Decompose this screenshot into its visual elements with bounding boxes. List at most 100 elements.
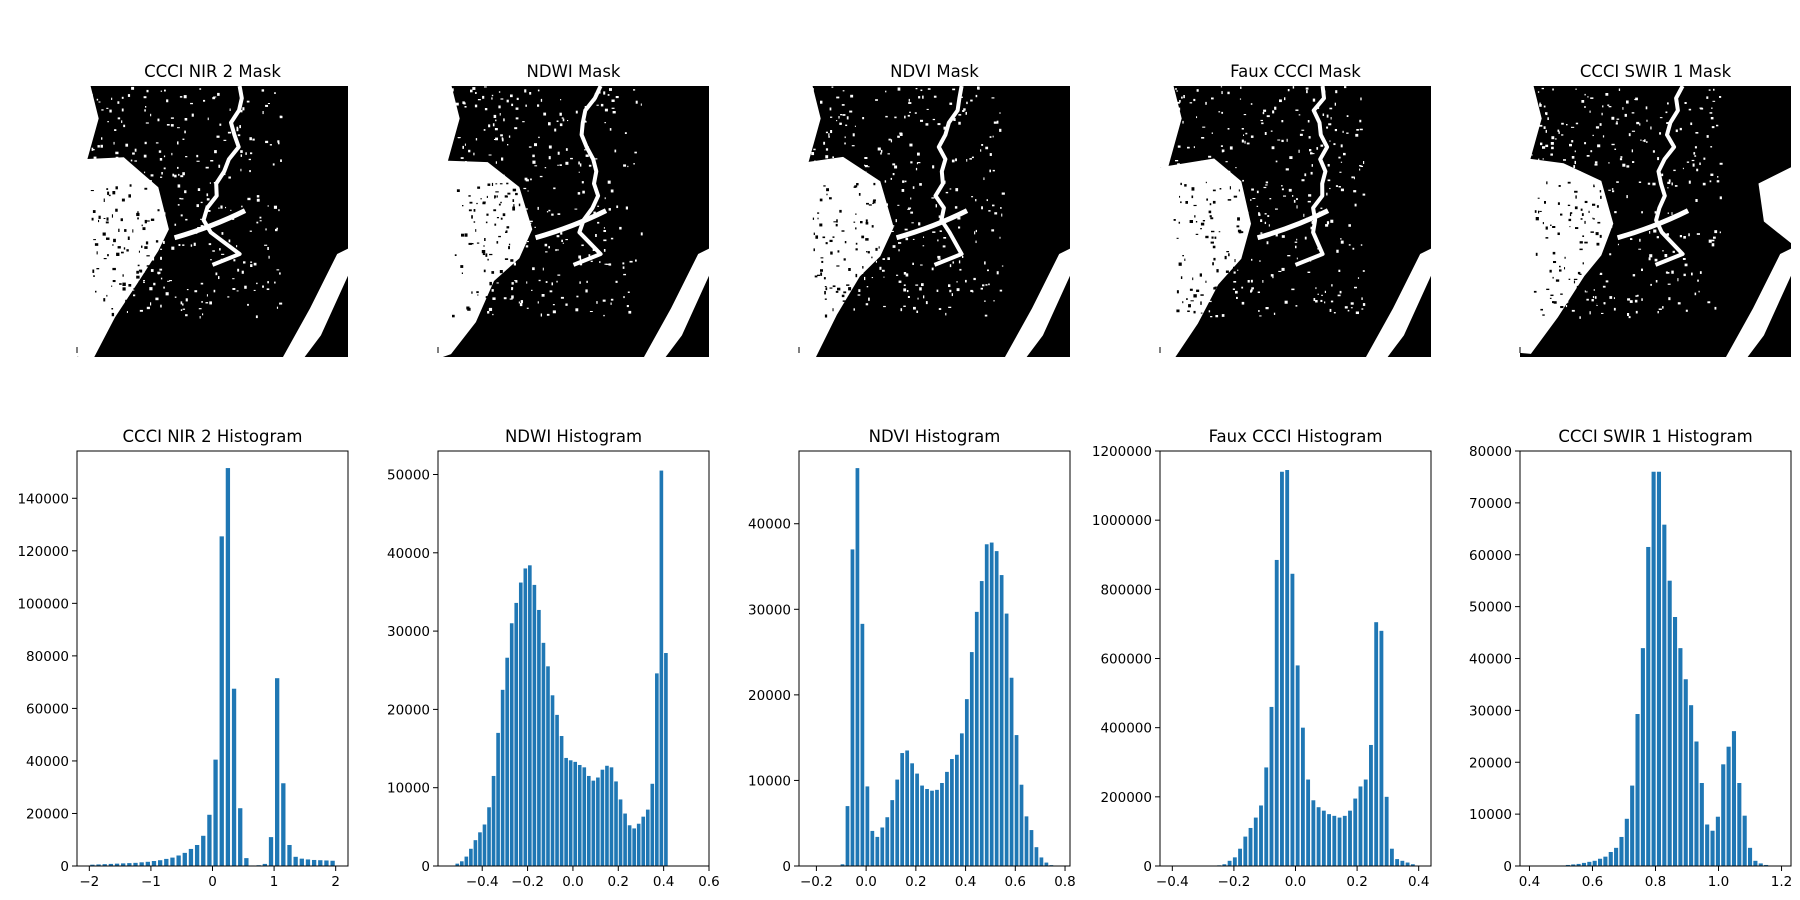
mask-speckle bbox=[988, 210, 991, 212]
mask-speckle bbox=[865, 303, 869, 306]
mask-speckle bbox=[1265, 184, 1268, 186]
histogram-bar bbox=[1747, 847, 1753, 866]
y-tick-label: 0 bbox=[421, 859, 430, 875]
panel-title: Faux CCCI Histogram bbox=[1209, 427, 1383, 446]
mask-speckle bbox=[1634, 98, 1638, 101]
mask-speckle bbox=[894, 116, 897, 119]
mask-speckle bbox=[1699, 162, 1701, 166]
mask-speckle bbox=[247, 303, 249, 306]
mask-speckle bbox=[131, 222, 134, 224]
mask-speckle bbox=[1237, 269, 1239, 271]
mask-speckle bbox=[207, 210, 211, 212]
mask-speckle bbox=[126, 194, 129, 196]
mask-speckle bbox=[493, 114, 497, 118]
mask-speckle bbox=[1295, 305, 1298, 307]
mask-speckle bbox=[438, 104, 441, 107]
mask-speckle bbox=[237, 268, 240, 272]
mask-speckle bbox=[1582, 262, 1584, 265]
mask-speckle bbox=[925, 301, 928, 305]
mask-speckle bbox=[1545, 144, 1549, 148]
mask-speckle bbox=[142, 243, 146, 246]
mask-speckle bbox=[1177, 253, 1180, 256]
mask-speckle bbox=[1533, 290, 1537, 293]
mask-speckle bbox=[579, 258, 582, 261]
mask-speckle bbox=[866, 286, 869, 288]
mask-speckle bbox=[1520, 138, 1523, 140]
mask-speckle bbox=[1635, 295, 1638, 297]
mask-speckle bbox=[1683, 236, 1686, 239]
mask-speckle bbox=[191, 113, 194, 117]
mask-speckle bbox=[855, 206, 858, 209]
mask-speckle bbox=[1000, 207, 1002, 209]
histogram-bar bbox=[90, 864, 95, 866]
y-tick-label: 20000 bbox=[1469, 755, 1512, 771]
mask-speckle bbox=[494, 223, 497, 226]
mask-speckle bbox=[1653, 229, 1657, 233]
mask-speckle bbox=[1528, 204, 1531, 208]
mask-speckle bbox=[115, 186, 118, 190]
mask-speckle bbox=[869, 230, 871, 232]
panel-title: NDWI Histogram bbox=[505, 427, 642, 446]
mask-speckle bbox=[519, 303, 523, 307]
mask-speckle bbox=[482, 202, 486, 205]
mask-speckle bbox=[207, 117, 209, 121]
mask-speckle bbox=[937, 123, 941, 126]
mask-speckle bbox=[104, 259, 108, 263]
mask-speckle bbox=[1572, 284, 1576, 286]
mask-speckle bbox=[1205, 280, 1207, 283]
mask-speckle bbox=[881, 149, 883, 153]
mask-speckle bbox=[1223, 303, 1226, 306]
mask-speckle bbox=[1603, 219, 1606, 222]
mask-speckle bbox=[908, 98, 910, 102]
mask-speckle bbox=[1536, 115, 1539, 118]
mask-speckle bbox=[1568, 218, 1572, 222]
mask-speckle bbox=[1173, 219, 1176, 221]
mask-speckle bbox=[151, 210, 154, 213]
mask-speckle bbox=[1335, 185, 1339, 187]
mask-speckle bbox=[105, 160, 108, 162]
mask-speckle bbox=[1591, 242, 1593, 246]
mask-speckle bbox=[855, 273, 858, 278]
x-tick-label: −0.2 bbox=[511, 874, 544, 890]
mask-speckle bbox=[1679, 212, 1682, 215]
mask-speckle bbox=[817, 212, 820, 214]
mask-speckle bbox=[829, 197, 832, 200]
mask-speckle bbox=[145, 122, 149, 124]
mask-speckle bbox=[1547, 264, 1551, 267]
mask-speckle bbox=[139, 309, 143, 312]
histogram-bar bbox=[959, 733, 964, 866]
mask-speckle bbox=[506, 182, 509, 185]
mask-speckle bbox=[837, 198, 840, 200]
mask-speckle bbox=[1307, 271, 1311, 273]
mask-speckle bbox=[878, 297, 882, 299]
mask-speckle bbox=[1228, 253, 1230, 257]
mask-speckle bbox=[1526, 247, 1529, 250]
mask-speckle bbox=[82, 202, 85, 205]
histogram-bar bbox=[268, 837, 274, 866]
mask-speckle bbox=[534, 165, 538, 167]
mask-speckle bbox=[975, 199, 977, 202]
histogram-bar bbox=[855, 468, 860, 866]
mask-speckle bbox=[844, 241, 847, 244]
mask-speckle bbox=[496, 195, 498, 198]
mask-speckle bbox=[85, 275, 88, 278]
mask-speckle bbox=[272, 163, 275, 166]
mask-speckle bbox=[1661, 173, 1664, 177]
mask-speckle bbox=[1602, 285, 1606, 288]
histogram-bar bbox=[305, 859, 311, 866]
mask-speckle bbox=[948, 284, 951, 287]
mask-speckle bbox=[804, 288, 808, 291]
mask-speckle bbox=[1360, 244, 1363, 246]
mask-speckle bbox=[830, 251, 833, 255]
mask-speckle bbox=[611, 99, 615, 102]
mask-speckle bbox=[106, 280, 110, 284]
mask-speckle bbox=[111, 308, 114, 310]
x-tick-label: 1.0 bbox=[1708, 874, 1729, 890]
histogram-bar bbox=[207, 814, 212, 866]
mask-speckle bbox=[1281, 185, 1283, 187]
mask-speckle bbox=[801, 250, 805, 254]
mask-speckle bbox=[481, 168, 485, 172]
mask-speckle bbox=[1553, 301, 1557, 304]
mask-speckle bbox=[864, 276, 866, 281]
mask-speckle bbox=[457, 278, 460, 281]
